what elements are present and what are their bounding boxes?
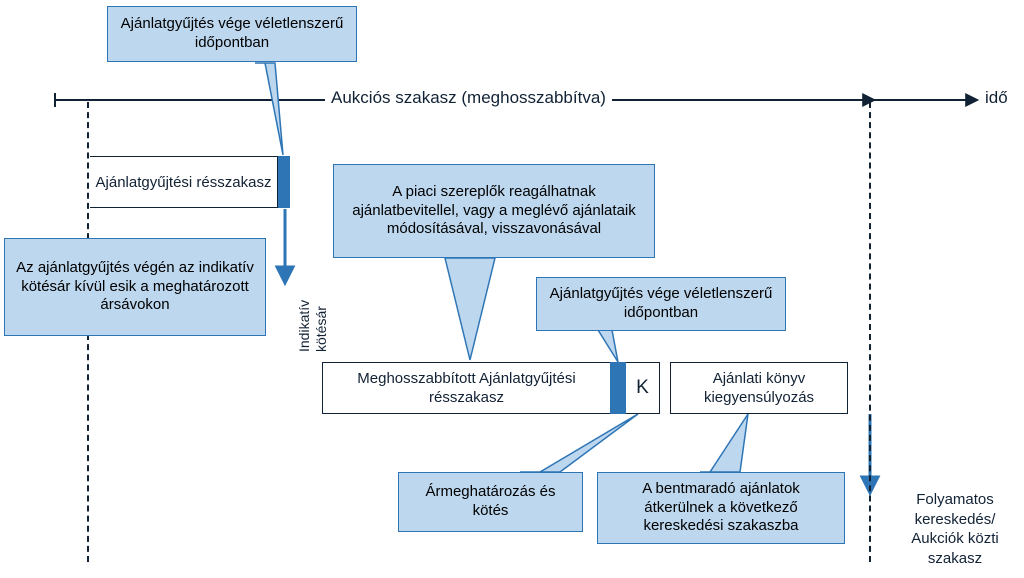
callout-price-range-text: Az ajánlatgyűjtés végén az indikatív köt… (15, 259, 255, 315)
phase-balance-label: Ajánlati könyv kiegyensúlyozás (675, 369, 843, 408)
phase-collect-label: Ajánlatgyűjtési résszakasz (96, 174, 272, 191)
callout-price-det: Ármeghatározás és kötés (398, 472, 583, 532)
callout-top-end-text: Ajánlatgyűjtés vége véletlenszerű időpon… (118, 15, 346, 53)
phase-k: K (626, 362, 660, 414)
callout-price-det-text: Ármeghatározás és kötés (409, 483, 572, 521)
label-indicative: Indikatív (296, 300, 312, 352)
callout-carry-text: A bentmaradó ajánlatok átkerülnek a köve… (608, 480, 834, 536)
callout-second-end: Ajánlatgyűjtés vége véletlenszerű időpon… (536, 277, 786, 331)
blue-marker-1 (278, 156, 290, 208)
phase-k-label: K (636, 376, 649, 401)
callout-react: A piaci szereplők reagálhatnak ajánlatbe… (333, 164, 655, 258)
phase-next-label: Folyamatos kereskedés/ Aukciók közti sza… (911, 491, 999, 567)
phase-collect: Ajánlatgyűjtési résszakasz (90, 156, 278, 208)
label-price: kötésár (313, 306, 329, 352)
callout-carry: A bentmaradó ajánlatok átkerülnek a köve… (597, 472, 845, 544)
phase-extended-label: Meghosszabbított Ajánlatgyűjtési résszak… (327, 369, 606, 408)
axis-time-label: idő (985, 88, 1008, 108)
callout-top-end: Ajánlatgyűjtés vége véletlenszerű időpon… (107, 6, 357, 62)
callout-second-end-text: Ajánlatgyűjtés vége véletlenszerű időpon… (547, 285, 775, 323)
phase-extended: Meghosszabbított Ajánlatgyűjtési résszak… (322, 362, 610, 414)
callout-react-text: A piaci szereplők reagálhatnak ajánlatbe… (344, 183, 644, 239)
phase-balance: Ajánlati könyv kiegyensúlyozás (670, 362, 848, 414)
blue-marker-2 (610, 362, 626, 414)
phase-next: Folyamatos kereskedés/ Aukciók közti sza… (890, 490, 1020, 568)
dashed-guide-right (869, 102, 871, 562)
callout-price-range: Az ajánlatgyűjtés végén az indikatív köt… (4, 238, 266, 336)
axis-section-label: Aukciós szakasz (meghosszabbítva) (325, 88, 612, 108)
